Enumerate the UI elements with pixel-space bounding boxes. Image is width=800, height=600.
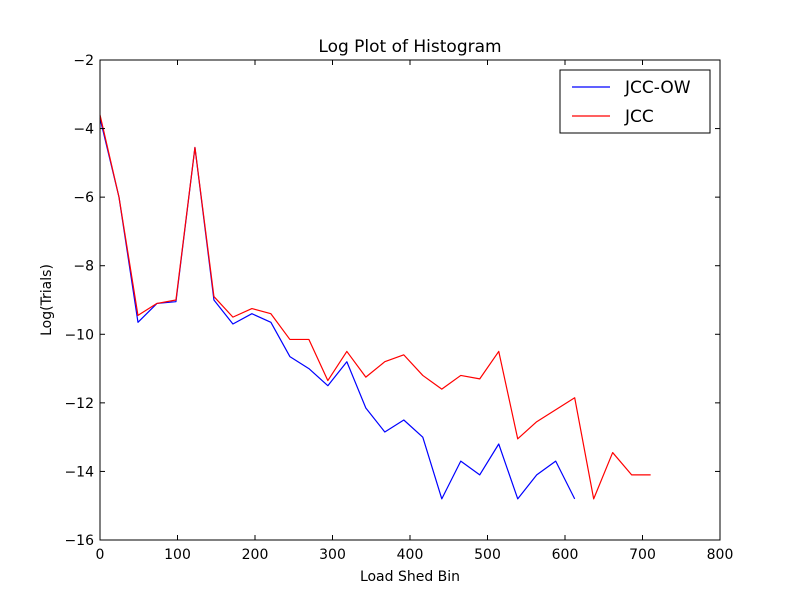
data-point-jcc [498, 351, 499, 352]
data-point-jcc [346, 351, 347, 352]
data-point-jcc [650, 474, 651, 475]
series-layer [99, 114, 651, 500]
chart-title: Log Plot of Histogram [318, 37, 501, 57]
y-tick-label: −14 [64, 464, 94, 480]
legend: JCC-OW JCC [559, 69, 711, 134]
data-point-jcc [289, 339, 290, 340]
data-point-jcc-ow [327, 385, 328, 386]
data-point-jcc [232, 317, 233, 318]
data-point-jcc [536, 421, 537, 422]
x-tick-label: 600 [552, 547, 579, 563]
data-point-jcc-ow [479, 474, 480, 475]
x-tick-label: 700 [629, 547, 656, 563]
x-tick-label: 0 [96, 547, 105, 563]
series-line-jcc [99, 114, 651, 500]
data-point-jcc [460, 375, 461, 376]
data-point-jcc [156, 303, 157, 304]
data-point-jcc-ow [536, 474, 537, 475]
data-point-jcc-ow [365, 407, 366, 408]
y-tick-label: −16 [64, 533, 94, 549]
data-point-jcc [213, 296, 214, 297]
data-point-jcc [441, 389, 442, 390]
y-tick-label: −6 [73, 190, 94, 206]
data-point-jcc [517, 438, 518, 439]
legend-label-jcc: JCC [624, 107, 654, 127]
data-point-jcc-ow [555, 461, 556, 462]
x-tick-label: 400 [397, 547, 424, 563]
data-point-jcc [384, 361, 385, 362]
y-tick-label: −12 [64, 396, 94, 412]
data-point-jcc [327, 380, 328, 381]
data-point-jcc [251, 308, 252, 309]
data-point-jcc-ow [213, 299, 214, 300]
data-point-jcc-ow [251, 313, 252, 314]
data-point-jcc-ow [422, 437, 423, 438]
data-point-jcc [593, 498, 594, 499]
data-point-jcc-ow [346, 361, 347, 362]
data-point-jcc [479, 378, 480, 379]
data-point-jcc [574, 397, 575, 398]
y-axis-label: Log(Trials) [39, 264, 55, 336]
data-point-jcc-ow [498, 443, 499, 444]
data-point-jcc [403, 354, 404, 355]
data-point-jcc [194, 147, 195, 148]
data-point-jcc [270, 313, 271, 314]
data-point-jcc-ow [403, 419, 404, 420]
y-tick-label: −4 [73, 122, 94, 138]
data-point-jcc-ow [270, 322, 271, 323]
y-tick-label: −2 [73, 53, 94, 69]
data-point-jcc-ow [517, 498, 518, 499]
data-point-jcc-ow [289, 356, 290, 357]
data-point-jcc-ow [137, 322, 138, 323]
x-tick-label: 200 [242, 547, 269, 563]
data-point-jcc-ow [460, 461, 461, 462]
data-point-jcc-ow [574, 498, 575, 499]
plot-frame [99, 59, 721, 541]
data-point-jcc [118, 197, 119, 198]
data-point-jcc-ow [384, 431, 385, 432]
data-point-jcc-ow [308, 368, 309, 369]
legend-box [559, 69, 711, 134]
x-tick-label: 500 [474, 547, 501, 563]
data-point-jcc [555, 409, 556, 410]
x-tick-label: 100 [164, 547, 191, 563]
ticks-layer: 0 100 200 300 400 500 600 700 800 −16 −14 −12 −10 −8 −… [64, 53, 733, 563]
data-point-jcc-ow [175, 301, 176, 302]
data-point-jcc [137, 315, 138, 316]
x-axis-label: Load Shed Bin [360, 569, 460, 585]
y-tick-label: −10 [64, 327, 94, 343]
data-point-jcc [308, 339, 309, 340]
y-tick-label: −8 [73, 259, 94, 275]
data-point-jcc-ow [441, 498, 442, 499]
legend-label-jcc-ow: JCC-OW [624, 78, 691, 98]
x-tick-label: 300 [319, 547, 346, 563]
x-tick-label: 800 [707, 547, 734, 563]
data-point-jcc-ow [232, 323, 233, 324]
data-point-jcc [612, 452, 613, 453]
data-point-jcc [175, 299, 176, 300]
data-point-jcc [365, 377, 366, 378]
data-point-jcc [422, 375, 423, 376]
data-point-jcc [631, 474, 632, 475]
